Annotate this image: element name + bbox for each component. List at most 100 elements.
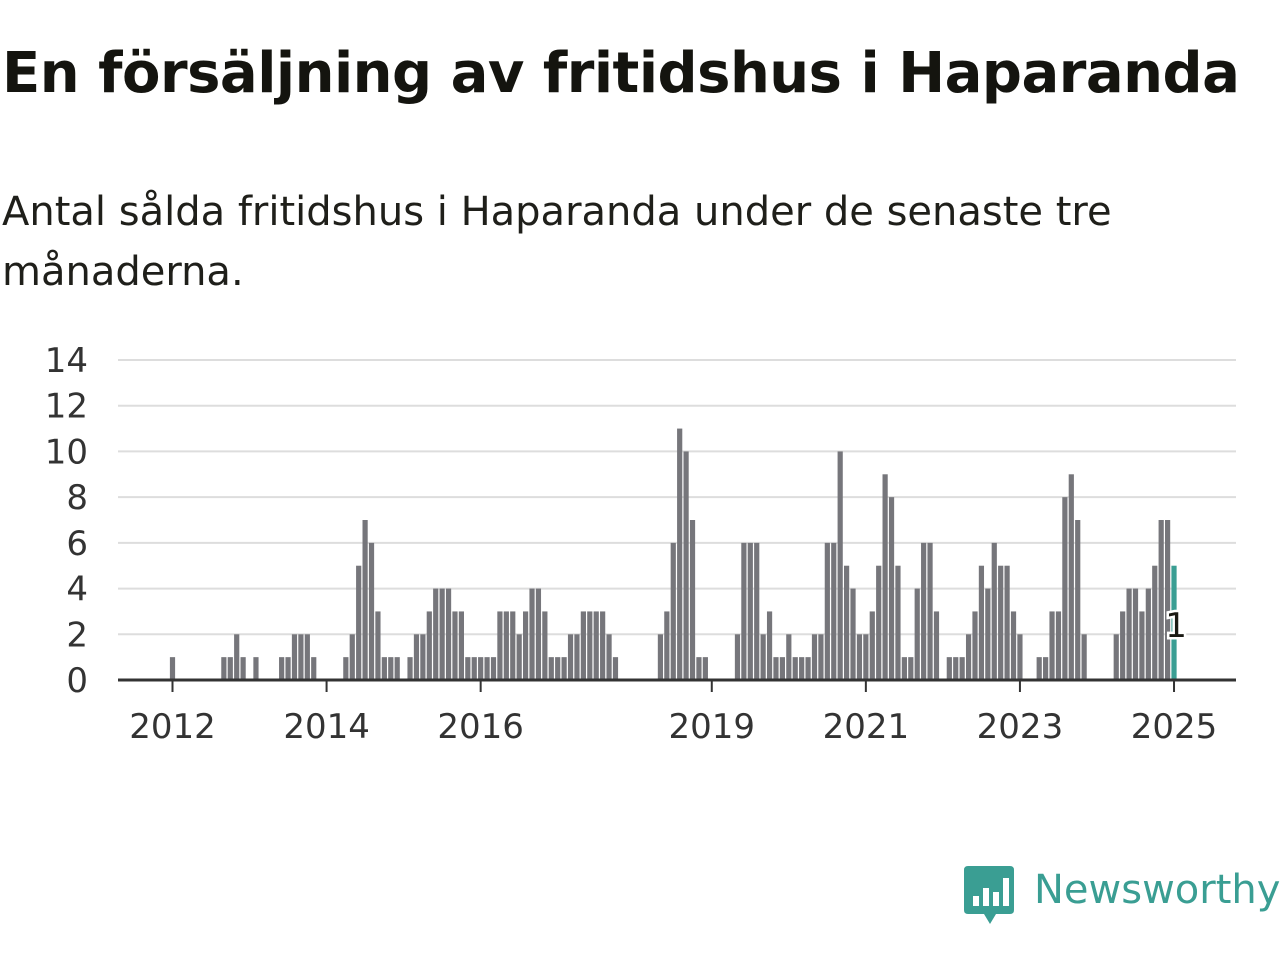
bar [1017, 634, 1023, 680]
bar [458, 611, 464, 680]
bar [413, 634, 420, 680]
bar [362, 520, 368, 680]
y-tick-label: 0 [66, 661, 88, 701]
bar [888, 497, 895, 680]
bar [612, 657, 619, 680]
bar [991, 542, 997, 680]
bar [824, 542, 830, 680]
bar [779, 657, 785, 680]
bar [375, 611, 381, 680]
bar [490, 657, 497, 680]
bar [356, 565, 362, 680]
bar [965, 634, 972, 680]
bar [587, 611, 593, 680]
y-tick-label: 4 [66, 570, 88, 610]
bar [1043, 657, 1049, 680]
bar [869, 611, 875, 680]
bar [478, 657, 484, 680]
bar [368, 542, 375, 680]
bar [1139, 611, 1145, 680]
bar [805, 657, 811, 680]
bar [882, 474, 888, 680]
bar [240, 657, 246, 680]
bar [908, 657, 914, 680]
bar [657, 634, 664, 680]
bar [927, 542, 933, 680]
bar [394, 657, 400, 680]
chart-title: En försäljning av fritidshus i Haparanda [2, 41, 1240, 106]
bar [696, 657, 702, 680]
bars [169, 428, 1177, 680]
bar [799, 657, 805, 680]
bar [535, 588, 542, 680]
bar [741, 542, 747, 680]
bar [555, 657, 561, 680]
bar [291, 634, 298, 680]
bar [811, 634, 818, 680]
bar [311, 657, 317, 680]
bar [786, 634, 792, 680]
bar [677, 428, 683, 680]
bar [426, 611, 432, 680]
bar [1036, 657, 1042, 680]
bar-highlight [1171, 565, 1177, 680]
x-axis-ticks: 2012 2014 2016 2019 2021 2023 2025 [129, 680, 1217, 747]
brand-name: Newsworthy [1034, 867, 1280, 913]
bar [1113, 634, 1119, 680]
bar [670, 542, 676, 680]
bar [914, 588, 920, 680]
bar [253, 657, 259, 680]
bar [876, 565, 882, 680]
bar [1145, 588, 1151, 680]
bar [1126, 588, 1132, 680]
bar [689, 520, 696, 680]
bar [792, 657, 798, 680]
bar [574, 634, 580, 680]
y-tick-label: 12 [45, 387, 88, 427]
bar [773, 657, 779, 680]
bar [1055, 611, 1062, 680]
x-tick-label: 2012 [129, 707, 216, 747]
bar [503, 611, 509, 680]
y-axis-ticks: 0 2 4 6 8 10 12 14 [45, 341, 88, 701]
bar [234, 634, 240, 680]
bar [1049, 611, 1055, 680]
bar [497, 611, 503, 680]
bar [972, 611, 978, 680]
bar [1081, 634, 1087, 680]
bar [953, 657, 959, 680]
bar [818, 634, 824, 680]
bar [388, 657, 394, 680]
bar [227, 657, 233, 680]
bar [285, 657, 291, 680]
bar [420, 634, 426, 680]
bar [747, 542, 753, 680]
bar [343, 657, 349, 680]
bar [1158, 520, 1164, 680]
bar [837, 451, 843, 680]
data-labels: 1 [1163, 604, 1190, 649]
chart-subtitle: Antal sålda fritidshus i Haparanda under… [2, 189, 1112, 295]
x-tick-label: 2019 [669, 707, 756, 747]
y-tick-label: 8 [66, 478, 88, 518]
bar [1120, 611, 1126, 680]
bar [304, 634, 310, 680]
bar [831, 542, 837, 680]
bar [221, 657, 227, 680]
bar [933, 611, 940, 680]
bar [523, 611, 529, 680]
bar [169, 657, 176, 680]
y-tick-label: 6 [66, 524, 88, 564]
bar [298, 634, 304, 680]
x-tick-label: 2014 [283, 707, 370, 747]
data-label-highlight: 1 [1165, 606, 1187, 646]
bar [407, 657, 413, 680]
bar [856, 634, 863, 680]
bar [349, 634, 355, 680]
y-tick-label: 14 [45, 341, 88, 381]
bar [516, 634, 522, 680]
bar [1152, 565, 1158, 680]
bar-chart: 0 2 4 6 8 10 12 14 2012 2014 2016 2019 2021 2023 2025… [45, 341, 1236, 747]
bar [1075, 520, 1081, 680]
bar [542, 611, 548, 680]
